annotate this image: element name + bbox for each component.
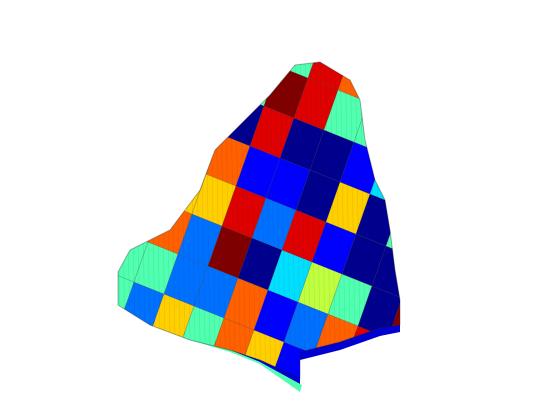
mesh-line — [299, 62, 307, 378]
mesh-line — [339, 62, 347, 378]
mesh-line — [279, 62, 287, 378]
mesh-line — [289, 62, 297, 378]
mesh-line — [269, 62, 277, 378]
mesh-line — [309, 62, 317, 378]
mesh-line — [284, 62, 292, 378]
mesh-line — [264, 62, 272, 378]
mesh-line — [329, 62, 337, 378]
mesh-line — [324, 62, 332, 378]
surface-outline — [117, 61, 401, 379]
mesh-line — [294, 62, 302, 378]
base-layer — [118, 300, 302, 392]
mesh-line — [274, 62, 282, 378]
mesh-cell — [371, 245, 400, 299]
mesh-line — [304, 62, 312, 378]
base-layer — [118, 298, 400, 388]
mesh-line — [314, 62, 322, 378]
mesh-line — [319, 62, 327, 378]
mesh-line — [334, 62, 342, 378]
